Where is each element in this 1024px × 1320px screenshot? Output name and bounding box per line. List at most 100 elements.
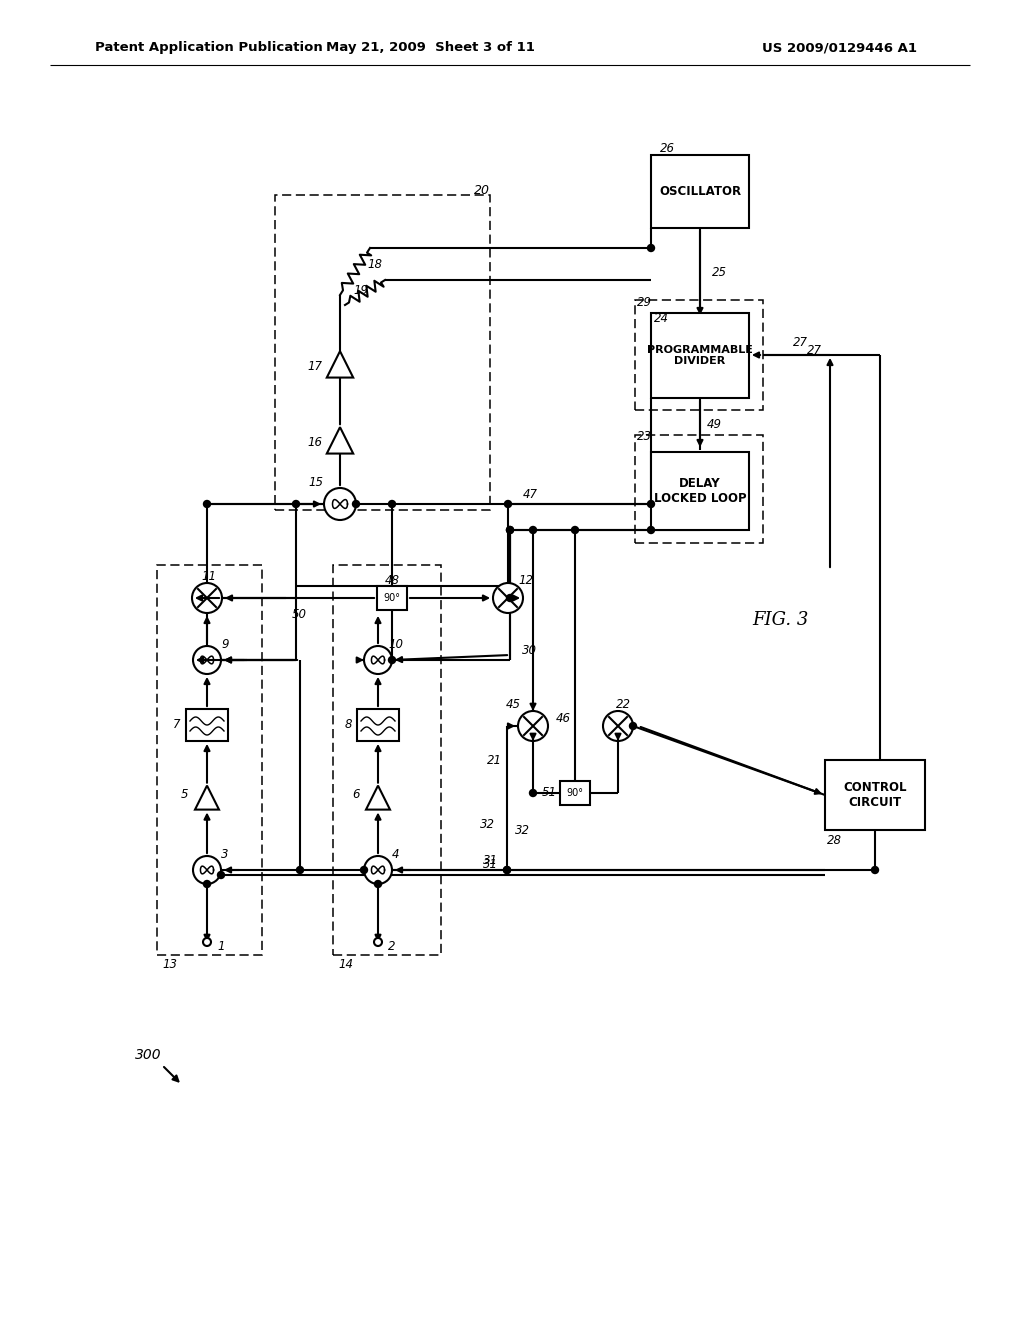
Text: 1: 1 [217,940,224,953]
Polygon shape [366,785,390,809]
Circle shape [388,500,395,507]
Circle shape [647,527,654,533]
Text: 22: 22 [615,697,631,710]
Circle shape [193,583,222,612]
Bar [651,154,749,228]
Circle shape [871,866,879,874]
Text: 50: 50 [292,607,307,620]
Text: 5: 5 [181,788,188,801]
Circle shape [364,855,392,884]
Text: 6: 6 [352,788,359,801]
Circle shape [504,866,511,874]
Text: 4: 4 [392,847,399,861]
Text: 17: 17 [307,360,323,374]
Bar [651,451,749,531]
Polygon shape [195,785,219,809]
Text: 10: 10 [388,638,403,651]
Circle shape [352,500,359,507]
Text: 7: 7 [173,718,181,731]
Text: 16: 16 [307,437,323,450]
Bar [333,565,441,954]
Circle shape [193,645,221,675]
Bar [186,709,228,741]
Circle shape [507,594,513,602]
Circle shape [647,500,654,507]
Circle shape [324,488,356,520]
Text: 31: 31 [482,854,498,866]
Circle shape [293,500,299,507]
Text: 27: 27 [793,337,808,350]
Circle shape [507,527,513,533]
Text: May 21, 2009  Sheet 3 of 11: May 21, 2009 Sheet 3 of 11 [326,41,535,54]
Circle shape [204,500,211,507]
Text: DELAY
LOCKED LOOP: DELAY LOCKED LOOP [653,477,746,506]
Text: 21: 21 [487,754,502,767]
Text: 28: 28 [827,833,842,846]
Text: 30: 30 [522,644,537,656]
Polygon shape [327,428,353,454]
Bar [157,565,262,954]
Text: 25: 25 [712,265,727,279]
Circle shape [603,711,633,741]
Text: 12: 12 [518,573,534,586]
Polygon shape [327,351,353,378]
Circle shape [529,527,537,533]
Circle shape [388,656,395,664]
Text: 19: 19 [353,284,368,297]
Text: 27: 27 [807,343,822,356]
Circle shape [504,866,511,874]
Text: OSCILLATOR: OSCILLATOR [658,185,741,198]
Text: 51: 51 [542,787,557,800]
Text: CONTROL
CIRCUIT: CONTROL CIRCUIT [843,781,906,809]
Bar [377,586,407,610]
Bar [275,195,490,510]
Text: 31: 31 [482,858,498,871]
Circle shape [505,500,512,507]
Text: PROGRAMMABLE
DIVIDER: PROGRAMMABLE DIVIDER [647,345,753,366]
Text: 90°: 90° [384,593,400,603]
Bar [651,313,749,399]
Circle shape [203,939,211,946]
Text: 24: 24 [654,312,669,325]
Text: Patent Application Publication: Patent Application Publication [95,41,323,54]
Circle shape [204,880,211,887]
Text: 20: 20 [474,183,490,197]
Circle shape [217,871,224,879]
Bar [825,760,925,830]
Text: 46: 46 [555,711,570,725]
Circle shape [571,527,579,533]
Text: 13: 13 [162,958,177,972]
Bar [635,300,763,411]
Text: 32: 32 [480,818,495,832]
Bar [560,781,590,805]
Circle shape [507,527,513,533]
Text: 11: 11 [202,569,216,582]
Text: 32: 32 [515,824,530,837]
Circle shape [647,244,654,252]
Circle shape [630,722,637,730]
Text: 15: 15 [308,475,324,488]
Text: 300: 300 [135,1048,162,1063]
Circle shape [493,583,523,612]
Circle shape [374,939,382,946]
Text: 45: 45 [506,697,520,710]
Circle shape [529,789,537,796]
Circle shape [364,645,392,675]
Text: 29: 29 [637,296,652,309]
Circle shape [297,866,303,874]
Text: 23: 23 [637,429,652,442]
Circle shape [375,880,382,887]
Text: 8: 8 [344,718,352,731]
Text: 2: 2 [388,940,395,953]
Text: 48: 48 [384,573,399,586]
Text: 18: 18 [367,259,382,272]
Bar [357,709,399,741]
Text: 26: 26 [660,141,675,154]
Text: 3: 3 [221,847,228,861]
Text: FIG. 3: FIG. 3 [752,611,808,630]
Text: 49: 49 [707,417,722,430]
Circle shape [360,866,368,874]
Text: 90°: 90° [566,788,584,799]
Circle shape [518,711,548,741]
Bar [635,436,763,543]
